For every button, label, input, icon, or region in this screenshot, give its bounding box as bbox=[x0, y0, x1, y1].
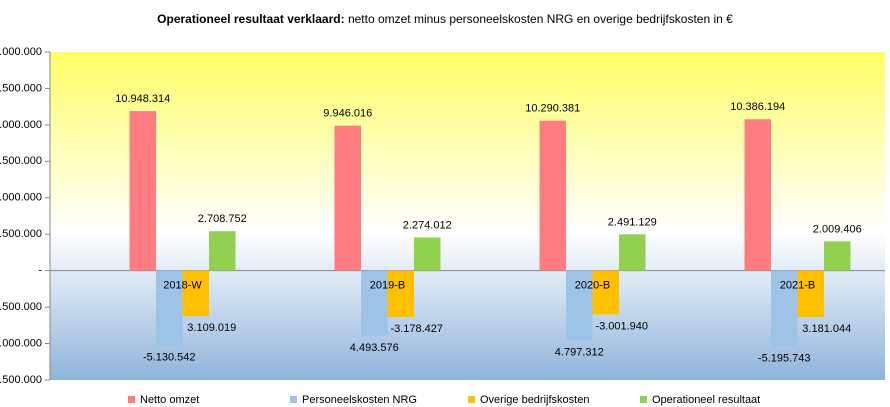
bar bbox=[387, 270, 414, 318]
bar bbox=[209, 231, 236, 271]
data-label: -5.195.743 bbox=[758, 352, 811, 364]
legend-label: Overige bedrijfskosten bbox=[480, 394, 589, 406]
chart-subtitle: netto omzet minus personeelskosten NRG e… bbox=[348, 12, 733, 26]
bar bbox=[334, 125, 361, 271]
data-label: 4.493.576 bbox=[350, 342, 399, 354]
x-tick-label: 2018-W bbox=[163, 280, 202, 292]
data-label: 4.797.312 bbox=[555, 347, 604, 359]
data-label: 2.708.752 bbox=[198, 213, 247, 225]
bar bbox=[182, 270, 209, 316]
y-tick-label: 12.500.000 bbox=[0, 82, 42, 94]
legend-swatch bbox=[468, 396, 475, 403]
x-tick-label: 2020-B bbox=[575, 280, 610, 292]
data-label: -3.001.940 bbox=[595, 320, 648, 332]
y-tick-label: -2.500.000 bbox=[0, 301, 42, 313]
data-label: -3.178.427 bbox=[390, 323, 443, 335]
y-tick-label: 15.000.000 bbox=[0, 46, 42, 58]
data-label: 2.274.012 bbox=[403, 219, 452, 231]
y-tick-label: -5.000.000 bbox=[0, 337, 42, 349]
bar bbox=[771, 270, 798, 347]
bar bbox=[129, 111, 156, 271]
data-label: -5.130.542 bbox=[143, 351, 196, 363]
x-tick-label: 2019-B bbox=[370, 280, 405, 292]
legend-label: Operationeel resultaat bbox=[652, 394, 760, 406]
bar bbox=[824, 241, 851, 271]
bar bbox=[744, 119, 771, 271]
bar bbox=[361, 270, 388, 337]
x-tick-label: 2021-B bbox=[780, 280, 815, 292]
bar bbox=[797, 270, 824, 318]
data-label: 10.948.314 bbox=[115, 93, 170, 105]
data-label: 3.181.044 bbox=[802, 323, 851, 335]
data-label: 10.290.381 bbox=[525, 103, 580, 115]
data-label: 3.109.019 bbox=[187, 322, 236, 334]
data-label: 10.386.194 bbox=[730, 101, 785, 113]
y-tick-label: 7.500.000 bbox=[0, 374, 42, 386]
data-label: 2.009.406 bbox=[813, 223, 862, 235]
legend-swatch bbox=[290, 396, 297, 403]
legend-label: Netto omzet bbox=[140, 394, 199, 406]
y-tick-label: 5.000.000 bbox=[0, 192, 42, 204]
data-label: 2.491.129 bbox=[608, 216, 657, 228]
bar bbox=[414, 237, 441, 271]
data-label: 9.946.016 bbox=[323, 108, 372, 120]
chart-title-line: Operationeel resultaat verklaard: netto … bbox=[157, 12, 733, 26]
bar bbox=[566, 270, 593, 341]
bar bbox=[619, 234, 646, 271]
legend-swatch bbox=[640, 396, 647, 403]
y-tick-label: - bbox=[38, 265, 42, 277]
bar bbox=[539, 120, 566, 271]
y-tick-label: 2.500.000 bbox=[0, 228, 42, 240]
chart-title: Operationeel resultaat verklaard: bbox=[157, 12, 344, 26]
bar bbox=[592, 270, 619, 315]
bar bbox=[156, 270, 183, 346]
y-tick-label: 10.000.000 bbox=[0, 119, 42, 131]
legend-swatch bbox=[128, 396, 135, 403]
legend-label: Personeelskosten NRG bbox=[302, 394, 417, 406]
y-tick-label: 7.500.000 bbox=[0, 155, 42, 167]
